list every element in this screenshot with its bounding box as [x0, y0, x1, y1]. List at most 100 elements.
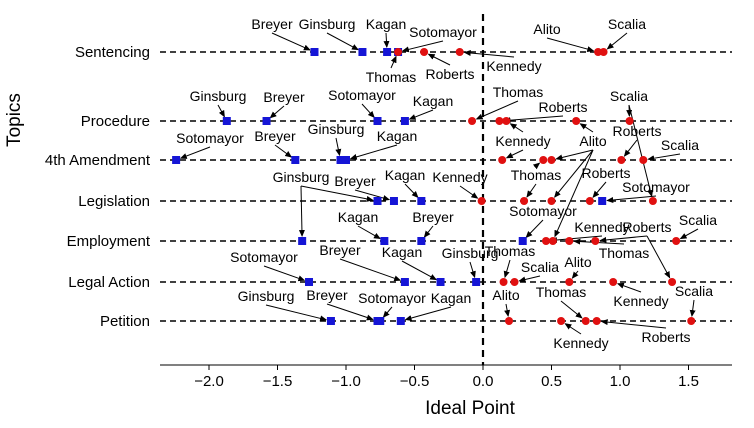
- justice-point: [547, 156, 556, 164]
- x-axis-title: Ideal Point: [425, 398, 516, 419]
- x-tick-label: 1.5: [678, 373, 699, 390]
- annotation-arrow: [423, 225, 434, 238]
- justice-point: [609, 278, 618, 286]
- justice-point: [376, 317, 385, 325]
- justice-point: [687, 317, 696, 325]
- justice-point: [373, 117, 382, 125]
- annotation-arrow: [509, 123, 524, 133]
- annotation-arrow: [274, 144, 293, 158]
- justice-point: [668, 278, 677, 286]
- justice-name: Roberts: [538, 99, 587, 115]
- justice-point: [394, 48, 403, 56]
- justice-point: [472, 278, 481, 286]
- annotation-arrow: [554, 149, 594, 238]
- justice-name: Ginsburg: [190, 88, 247, 104]
- justice-point: [505, 317, 514, 325]
- annotation-arrow: [401, 40, 444, 53]
- annotation-arrow: [335, 137, 342, 157]
- justice-name: Thomas: [536, 284, 587, 300]
- topic-label: Procedure: [81, 113, 150, 130]
- annotation-arrow: [427, 53, 451, 66]
- annotation-arrow: [404, 306, 452, 321]
- justice-point: [639, 156, 648, 164]
- annotation-arrow: [616, 282, 642, 293]
- justice-name: Breyer: [251, 16, 293, 32]
- annotation-arrow: [361, 103, 375, 119]
- annotation-arrow: [271, 32, 311, 51]
- topic-label: Legal Action: [68, 274, 150, 291]
- annotation-arrow: [408, 109, 434, 120]
- justice-name: Kagan: [366, 16, 406, 32]
- justice-point: [502, 117, 511, 125]
- justice-name: Thomas: [485, 243, 536, 259]
- justice-name: Kagan: [385, 167, 425, 183]
- justice-point: [336, 156, 345, 164]
- justice-point: [520, 197, 529, 205]
- annotation-arrow: [217, 104, 225, 118]
- annotation-arrow: [518, 275, 541, 283]
- x-tick-label: −0.5: [400, 373, 430, 390]
- annotation-arrow: [404, 183, 419, 199]
- justice-name: Breyer: [334, 173, 376, 189]
- justice-point: [585, 197, 594, 205]
- annotation-arrow: [600, 319, 667, 329]
- annotation-arrow: [469, 261, 476, 279]
- justice-name: Ginsburg: [308, 121, 365, 137]
- justice-name: Sotomayor: [328, 87, 396, 103]
- justice-point: [172, 156, 181, 164]
- annotation-arrow: [560, 300, 583, 319]
- justice-name: Alito: [564, 254, 591, 270]
- justice-name: Breyer: [254, 128, 296, 144]
- justice-point: [498, 156, 507, 164]
- x-ticks: −2.0 −1.5 −1.0 −0.5 0.0 0.5 1.0 1.5: [194, 365, 699, 390]
- annotation-arrow: [179, 146, 211, 159]
- justice-name: Scalia: [675, 283, 713, 299]
- annotation-arrow: [339, 258, 402, 282]
- justice-name: Ginsburg: [299, 16, 356, 32]
- annotation-arrow: [555, 149, 594, 161]
- justice-point: [396, 317, 405, 325]
- justice-name: Roberts: [612, 123, 661, 139]
- justice-point: [380, 237, 389, 245]
- justice-name: Kennedy: [495, 133, 550, 149]
- x-tick-label: −2.0: [194, 373, 224, 390]
- y-axis-title: Topics: [4, 93, 25, 147]
- annotation-arrow: [579, 123, 594, 133]
- justice-name: Thomas: [599, 245, 650, 261]
- justice-name: Kagan: [377, 128, 417, 144]
- justice-point: [557, 317, 566, 325]
- justice-point: [400, 117, 409, 125]
- annotation-arrow: [503, 259, 511, 279]
- annotation-arrow: [326, 303, 374, 321]
- annotation-arrow: [298, 185, 305, 238]
- justice-name: Thomas: [511, 167, 562, 183]
- annotation-arrow: [646, 235, 671, 279]
- justice-name: Breyer: [412, 209, 454, 225]
- annotation-arrow: [592, 181, 607, 198]
- justice-point: [477, 197, 486, 205]
- annotation-arrow: [526, 183, 537, 198]
- annotation-arrow: [532, 162, 541, 170]
- annotation-arrow: [571, 270, 579, 279]
- justice-name: Kagan: [338, 209, 378, 225]
- justice-name: Kagan: [382, 244, 422, 260]
- justice-point: [222, 117, 231, 125]
- justice-point: [648, 197, 657, 205]
- justice-point: [591, 237, 600, 245]
- annotation-arrow: [269, 105, 285, 119]
- justice-name: Kennedy: [553, 335, 608, 351]
- justice-point: [373, 197, 382, 205]
- annotation-arrow: [382, 306, 393, 318]
- justice-point: [592, 317, 601, 325]
- justice-name: Scalia: [661, 137, 699, 153]
- justice-name: Sotomayor: [409, 24, 477, 40]
- annotation-arrows: [179, 32, 699, 335]
- annotation-arrow: [354, 189, 391, 201]
- annotation-arrow: [504, 303, 511, 318]
- justice-name: Alito: [533, 21, 560, 37]
- annotation-arrow: [689, 299, 696, 318]
- annotation-arrow: [463, 50, 515, 58]
- justice-name: Roberts: [641, 329, 690, 345]
- justice-name: Breyer: [263, 89, 305, 105]
